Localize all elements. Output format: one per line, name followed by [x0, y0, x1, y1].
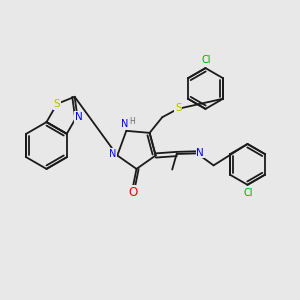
Text: Cl: Cl: [244, 188, 253, 198]
Text: S: S: [54, 99, 60, 109]
Text: N: N: [196, 148, 204, 158]
Text: O: O: [129, 185, 138, 199]
Text: Cl: Cl: [202, 55, 211, 65]
Text: N: N: [109, 149, 116, 159]
Text: N: N: [121, 119, 128, 129]
Text: H: H: [129, 117, 135, 126]
Text: N: N: [75, 112, 82, 122]
Text: S: S: [175, 103, 182, 113]
